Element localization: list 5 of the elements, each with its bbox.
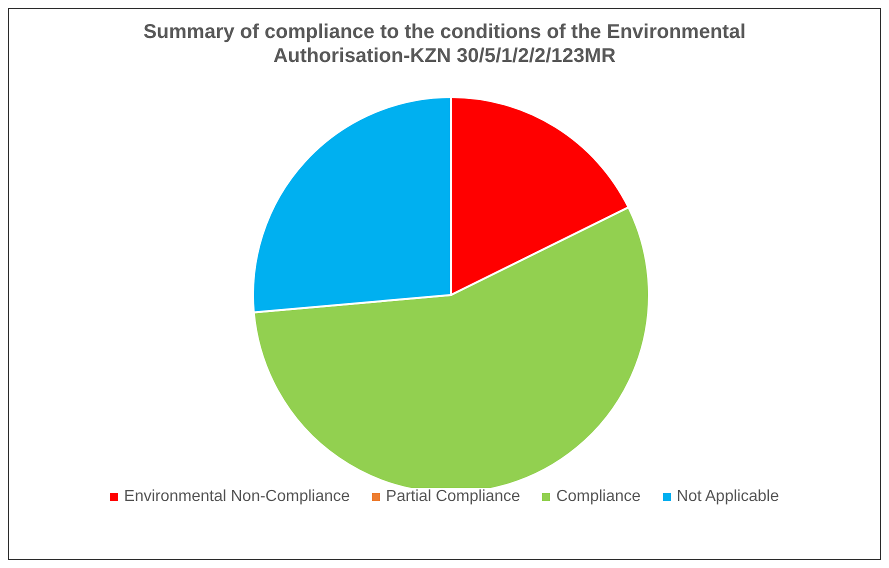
legend-label: Compliance (556, 488, 641, 506)
legend-label: Environmental Non-Compliance (124, 488, 350, 506)
legend-label: Partial Compliance (386, 488, 520, 506)
chart-title: Summary of compliance to the conditions of the Environmental Authorisation-KZN 30/5/1/2/2/123MR (142, 20, 747, 68)
legend-label: Not Applicable (676, 488, 779, 506)
